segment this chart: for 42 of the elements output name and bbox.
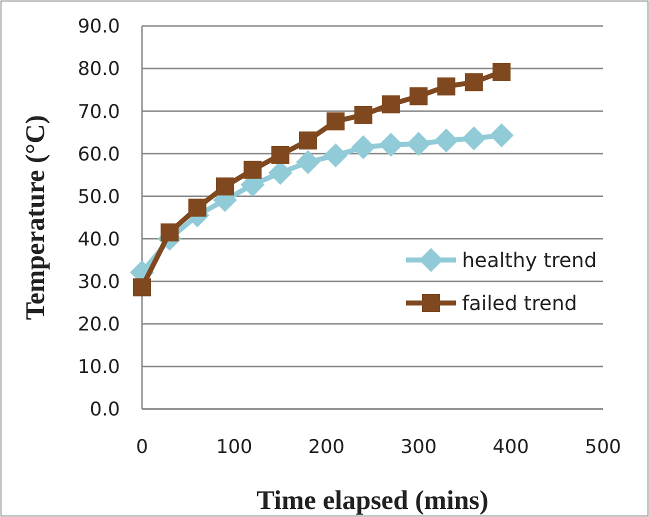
point xyxy=(296,150,320,174)
point xyxy=(133,278,151,296)
y-tick-label: 30.0 xyxy=(78,270,120,293)
legend-label: healthy trend xyxy=(462,248,597,272)
point xyxy=(244,160,262,179)
y-tick-label: 20.0 xyxy=(78,314,120,336)
point xyxy=(492,62,511,81)
x-tick-label: 0 xyxy=(136,436,148,458)
y-tick-label: 50.0 xyxy=(78,186,120,208)
y-tick-label: 0.0 xyxy=(90,398,120,421)
point xyxy=(410,87,428,106)
y-tick-label: 40.0 xyxy=(78,228,120,250)
point xyxy=(160,223,179,242)
point xyxy=(216,177,234,196)
y-axis-title: Temperature (°C) xyxy=(20,114,50,320)
x-tick-label: 400 xyxy=(492,436,529,458)
point xyxy=(382,95,400,114)
point xyxy=(326,112,345,130)
x-tick-label: 200 xyxy=(308,436,345,458)
point xyxy=(434,128,458,152)
x-axis-title: Time elapsed (mins) xyxy=(256,485,489,515)
point xyxy=(351,135,376,160)
point xyxy=(271,146,290,164)
point xyxy=(437,77,456,96)
point xyxy=(464,73,483,92)
point xyxy=(188,198,206,217)
point xyxy=(406,132,431,156)
point xyxy=(354,106,372,124)
y-tick-label: 60.0 xyxy=(78,143,120,166)
point xyxy=(324,143,348,168)
y-tick-label: 70.0 xyxy=(78,100,120,123)
point xyxy=(490,123,514,148)
point xyxy=(298,131,317,150)
point xyxy=(378,132,403,157)
x-tick-label: 100 xyxy=(216,436,252,458)
point xyxy=(462,126,486,150)
y-tick-label: 90.0 xyxy=(78,16,120,38)
y-tick-label: 10.0 xyxy=(78,356,120,378)
x-tick-label: 300 xyxy=(400,436,437,458)
x-tick-label: 500 xyxy=(584,436,622,458)
y-tick-label: 80.0 xyxy=(78,58,120,80)
legend-label: failed trend xyxy=(462,291,578,315)
